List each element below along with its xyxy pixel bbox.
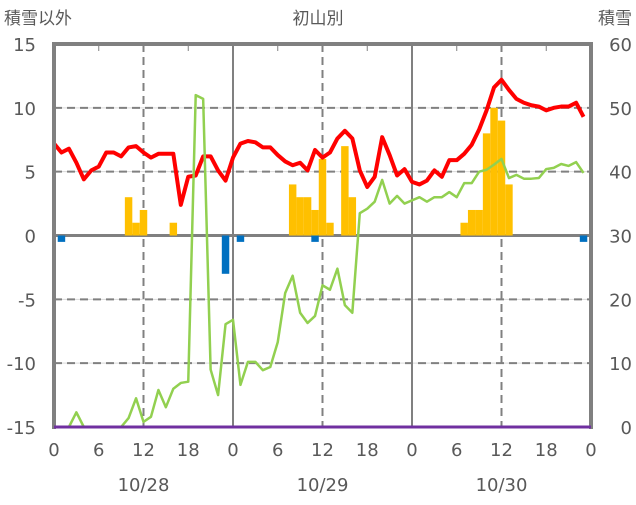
snowfall-bar	[497, 120, 506, 236]
precip-bar	[311, 235, 319, 242]
snowfall-bar	[169, 222, 178, 236]
left-tick-label: 0	[25, 227, 36, 248]
right-tick-label: 10	[609, 354, 632, 375]
precip-bar	[57, 235, 66, 242]
x-tick-label: 0	[48, 440, 59, 461]
snowfall-bar	[490, 107, 498, 236]
x-tick-label: 0	[227, 440, 238, 461]
x-tick-label: 6	[451, 440, 462, 461]
snowfall-bar	[296, 197, 304, 236]
right-tick-label: 30	[609, 227, 632, 248]
left-tick-label: -15	[7, 418, 36, 439]
plot-frame	[52, 42, 593, 429]
date-label: 10/28	[118, 475, 170, 496]
right-tick-label: 0	[621, 418, 632, 439]
snowfall-bar	[303, 197, 312, 236]
snowfall-bar	[505, 184, 513, 236]
x-tick-label: 6	[93, 440, 104, 461]
snowfall-bar	[348, 197, 357, 236]
snowfall-bar	[311, 209, 319, 236]
snowfall-bar	[139, 209, 148, 236]
left-tick-label: -5	[18, 290, 36, 311]
right-tick-label: 40	[609, 163, 632, 184]
temperature-line	[52, 77, 586, 207]
x-tick-label: 6	[272, 440, 283, 461]
x-tick-label: 18	[535, 440, 558, 461]
snowfall-bar	[475, 209, 483, 236]
date-label: 10/29	[297, 475, 349, 496]
chart-title: 初山別	[293, 9, 344, 29]
snow_depth-line	[54, 93, 585, 429]
snowfall-bar	[467, 209, 476, 236]
bars	[57, 107, 588, 274]
snowfall-bar	[482, 133, 491, 236]
left-tick-label: 15	[13, 35, 36, 56]
right-tick-label: 50	[609, 99, 632, 120]
snowfall-bar	[132, 222, 140, 236]
left-tick-label: -10	[7, 354, 36, 375]
snowfall-bar	[318, 158, 327, 236]
left-axis-title: 積雪以外	[4, 9, 72, 29]
right-tick-label: 20	[609, 290, 632, 311]
left-tick-label: 10	[13, 99, 36, 120]
precip-bar	[236, 235, 245, 242]
left-tick-label: 5	[25, 163, 36, 184]
x-tick-label: 18	[356, 440, 379, 461]
snowfall-bar	[341, 146, 349, 236]
date-label: 10/30	[476, 475, 528, 496]
snowfall-bar	[124, 197, 133, 236]
x-tick-label: 0	[406, 440, 417, 461]
precip-bar	[221, 235, 230, 274]
right-tick-label: 60	[609, 35, 632, 56]
right-axis-title: 積雪	[598, 9, 632, 29]
snowfall-bar	[326, 222, 334, 236]
precip-bar	[579, 235, 588, 242]
x-tick-label: 18	[177, 440, 200, 461]
x-tick-label: 12	[132, 440, 155, 461]
x-tick-label: 12	[490, 440, 513, 461]
x-tick-label: 12	[311, 440, 334, 461]
x-tick-label: 0	[585, 440, 596, 461]
snowfall-bar	[460, 222, 468, 236]
snowfall-bar	[288, 184, 297, 236]
